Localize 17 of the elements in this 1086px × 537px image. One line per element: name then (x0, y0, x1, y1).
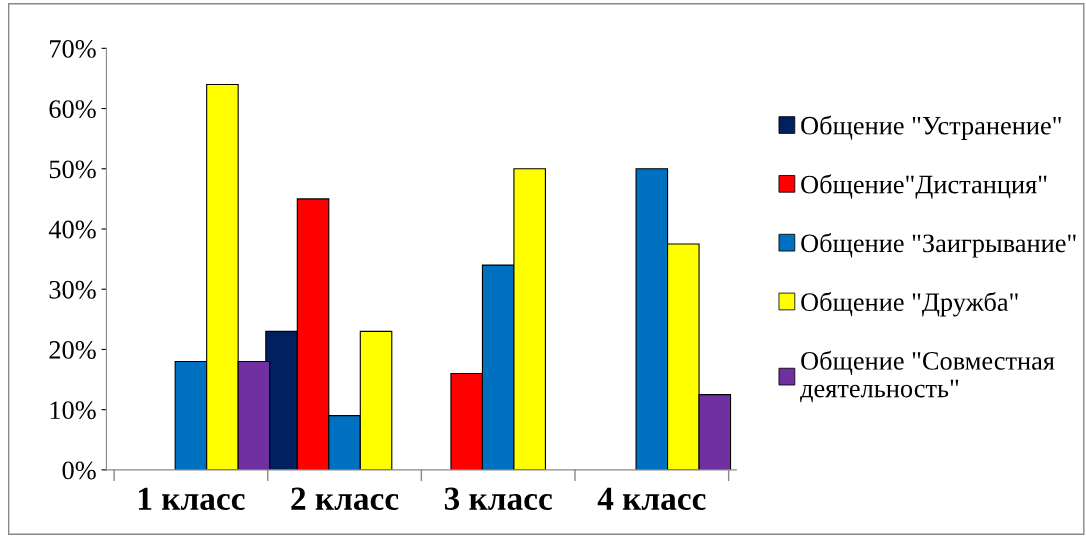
legend-label: Общение "Устранение" (801, 115, 1061, 140)
y-tick-label: 0% (62, 461, 96, 480)
legend-label: Общение"Дистанция" (801, 174, 1047, 199)
legend-label: Общение "Дружба" (801, 291, 1018, 317)
y-tick-label: 60% (49, 100, 96, 119)
y-tick-label: 40% (48, 220, 96, 239)
x-tick-label: 3 класс (444, 487, 552, 510)
y-tick-label: 20% (49, 341, 96, 359)
y-tick-label: 30% (49, 280, 96, 299)
y-tick-label: 10% (50, 401, 96, 420)
x-tick-label: 2 класс (291, 487, 399, 510)
y-tick-label: 70% (50, 39, 96, 58)
y-tick-label: 50% (49, 160, 96, 179)
legend-label: Общение "Заигрывание" (801, 233, 1076, 258)
x-tick-label: 4 класс (597, 487, 706, 510)
x-tick-label: 1 класс (139, 487, 245, 510)
legend-label: Общение "Совместная деятельность" (800, 350, 1055, 403)
